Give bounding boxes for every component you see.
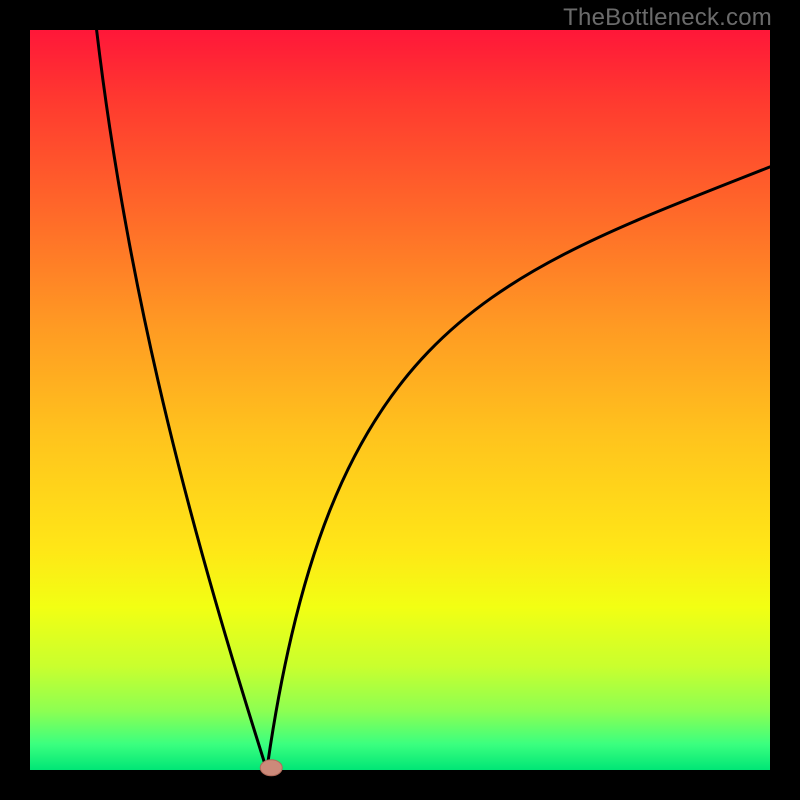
optimum-marker <box>260 760 282 776</box>
curve-layer <box>0 0 800 800</box>
chart-container: TheBottleneck.com <box>0 0 800 800</box>
bottleneck-curve <box>97 30 770 770</box>
